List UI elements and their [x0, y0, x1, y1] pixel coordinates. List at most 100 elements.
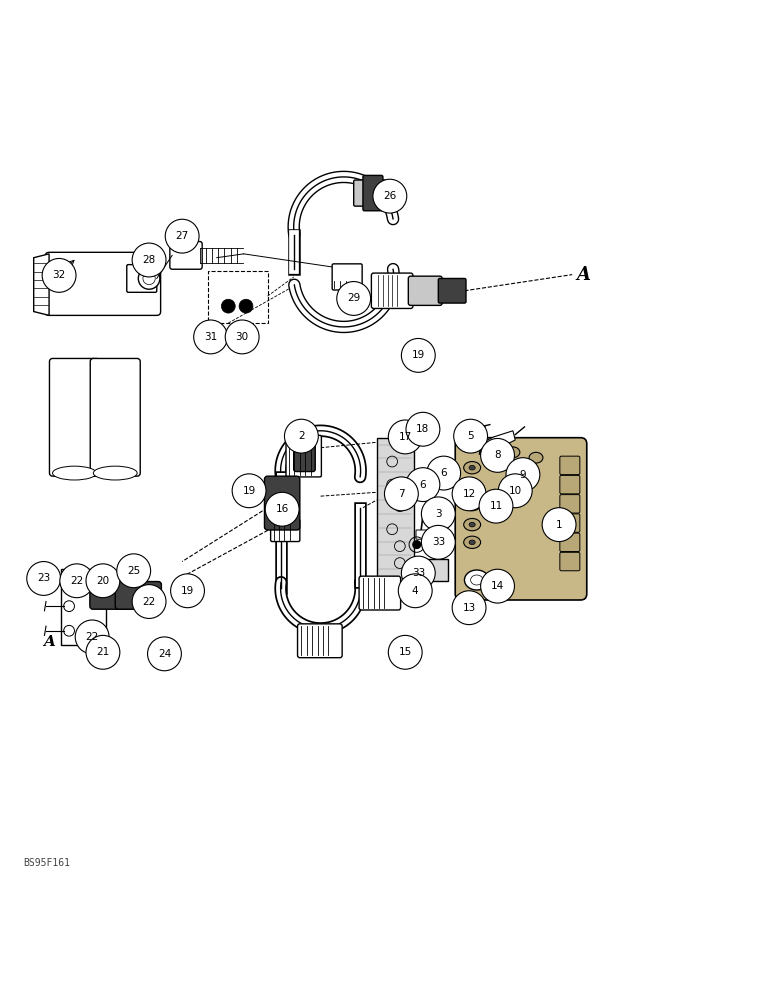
- Text: 19: 19: [242, 486, 256, 496]
- Text: 24: 24: [157, 649, 171, 659]
- Circle shape: [117, 554, 151, 588]
- FancyBboxPatch shape: [49, 358, 100, 476]
- FancyBboxPatch shape: [560, 533, 580, 552]
- Circle shape: [194, 320, 228, 354]
- Text: 25: 25: [127, 566, 141, 576]
- Circle shape: [452, 591, 486, 625]
- Text: 6: 6: [420, 480, 426, 490]
- Circle shape: [266, 492, 299, 526]
- Circle shape: [27, 562, 61, 595]
- Text: 5: 5: [467, 431, 474, 441]
- FancyBboxPatch shape: [97, 585, 114, 605]
- Circle shape: [60, 564, 93, 598]
- Text: 2: 2: [298, 431, 305, 441]
- Ellipse shape: [469, 540, 476, 545]
- Ellipse shape: [464, 498, 481, 511]
- Ellipse shape: [465, 570, 489, 590]
- Circle shape: [452, 477, 486, 511]
- FancyBboxPatch shape: [371, 273, 413, 308]
- Text: 22: 22: [86, 632, 99, 642]
- Circle shape: [86, 635, 120, 669]
- FancyBboxPatch shape: [265, 476, 300, 530]
- Text: 11: 11: [489, 501, 503, 511]
- FancyBboxPatch shape: [438, 278, 466, 303]
- Text: 21: 21: [96, 647, 110, 657]
- Circle shape: [75, 620, 109, 654]
- Circle shape: [42, 258, 76, 292]
- Circle shape: [284, 419, 318, 453]
- Ellipse shape: [464, 536, 481, 548]
- FancyBboxPatch shape: [46, 252, 161, 315]
- Text: 4: 4: [412, 586, 418, 596]
- Circle shape: [132, 585, 166, 618]
- Ellipse shape: [143, 272, 155, 285]
- Circle shape: [454, 419, 488, 453]
- Circle shape: [413, 567, 421, 575]
- Text: 20: 20: [96, 576, 110, 586]
- Ellipse shape: [138, 268, 160, 289]
- FancyBboxPatch shape: [332, 264, 362, 290]
- Text: 14: 14: [491, 581, 504, 591]
- FancyBboxPatch shape: [560, 475, 580, 494]
- Text: 32: 32: [52, 270, 66, 280]
- FancyBboxPatch shape: [90, 358, 141, 476]
- Text: 19: 19: [181, 586, 195, 596]
- Polygon shape: [479, 431, 515, 454]
- Ellipse shape: [506, 447, 520, 458]
- Circle shape: [492, 502, 503, 514]
- Ellipse shape: [52, 466, 96, 480]
- Circle shape: [337, 282, 371, 315]
- Text: 13: 13: [462, 603, 476, 613]
- Ellipse shape: [464, 462, 481, 474]
- Circle shape: [406, 468, 440, 502]
- Ellipse shape: [93, 466, 137, 480]
- Circle shape: [171, 574, 205, 608]
- Ellipse shape: [529, 452, 543, 463]
- Circle shape: [479, 489, 513, 523]
- Circle shape: [86, 564, 120, 598]
- FancyBboxPatch shape: [560, 514, 580, 532]
- FancyBboxPatch shape: [455, 438, 587, 600]
- Circle shape: [165, 219, 199, 253]
- Text: 18: 18: [416, 424, 429, 434]
- Ellipse shape: [464, 480, 481, 492]
- Circle shape: [413, 541, 421, 548]
- Text: 29: 29: [347, 293, 361, 303]
- Ellipse shape: [486, 442, 499, 453]
- Text: 9: 9: [520, 470, 527, 480]
- Circle shape: [398, 574, 432, 608]
- Text: A: A: [43, 635, 55, 649]
- Ellipse shape: [464, 518, 481, 531]
- Circle shape: [406, 412, 440, 446]
- Text: A: A: [577, 266, 591, 284]
- Circle shape: [481, 438, 514, 472]
- Circle shape: [132, 243, 166, 277]
- Circle shape: [498, 474, 532, 508]
- Circle shape: [401, 556, 435, 590]
- Ellipse shape: [469, 502, 476, 507]
- Text: BS95F161: BS95F161: [23, 858, 70, 868]
- Circle shape: [239, 299, 253, 313]
- Circle shape: [232, 474, 266, 508]
- FancyBboxPatch shape: [363, 175, 383, 211]
- Circle shape: [481, 569, 514, 603]
- Circle shape: [506, 458, 540, 492]
- Text: 26: 26: [383, 191, 397, 201]
- Text: 19: 19: [411, 350, 425, 360]
- Ellipse shape: [469, 465, 476, 470]
- Circle shape: [373, 179, 407, 213]
- Text: 10: 10: [509, 486, 522, 496]
- Text: 16: 16: [276, 504, 289, 514]
- Ellipse shape: [471, 575, 483, 585]
- Ellipse shape: [469, 522, 476, 527]
- FancyBboxPatch shape: [560, 495, 580, 513]
- Text: 3: 3: [435, 509, 442, 519]
- FancyBboxPatch shape: [354, 180, 386, 206]
- Circle shape: [422, 525, 455, 559]
- Text: 6: 6: [440, 468, 447, 478]
- Text: 33: 33: [411, 568, 425, 578]
- Circle shape: [388, 635, 422, 669]
- FancyBboxPatch shape: [359, 576, 401, 610]
- FancyBboxPatch shape: [286, 435, 321, 477]
- Circle shape: [225, 320, 259, 354]
